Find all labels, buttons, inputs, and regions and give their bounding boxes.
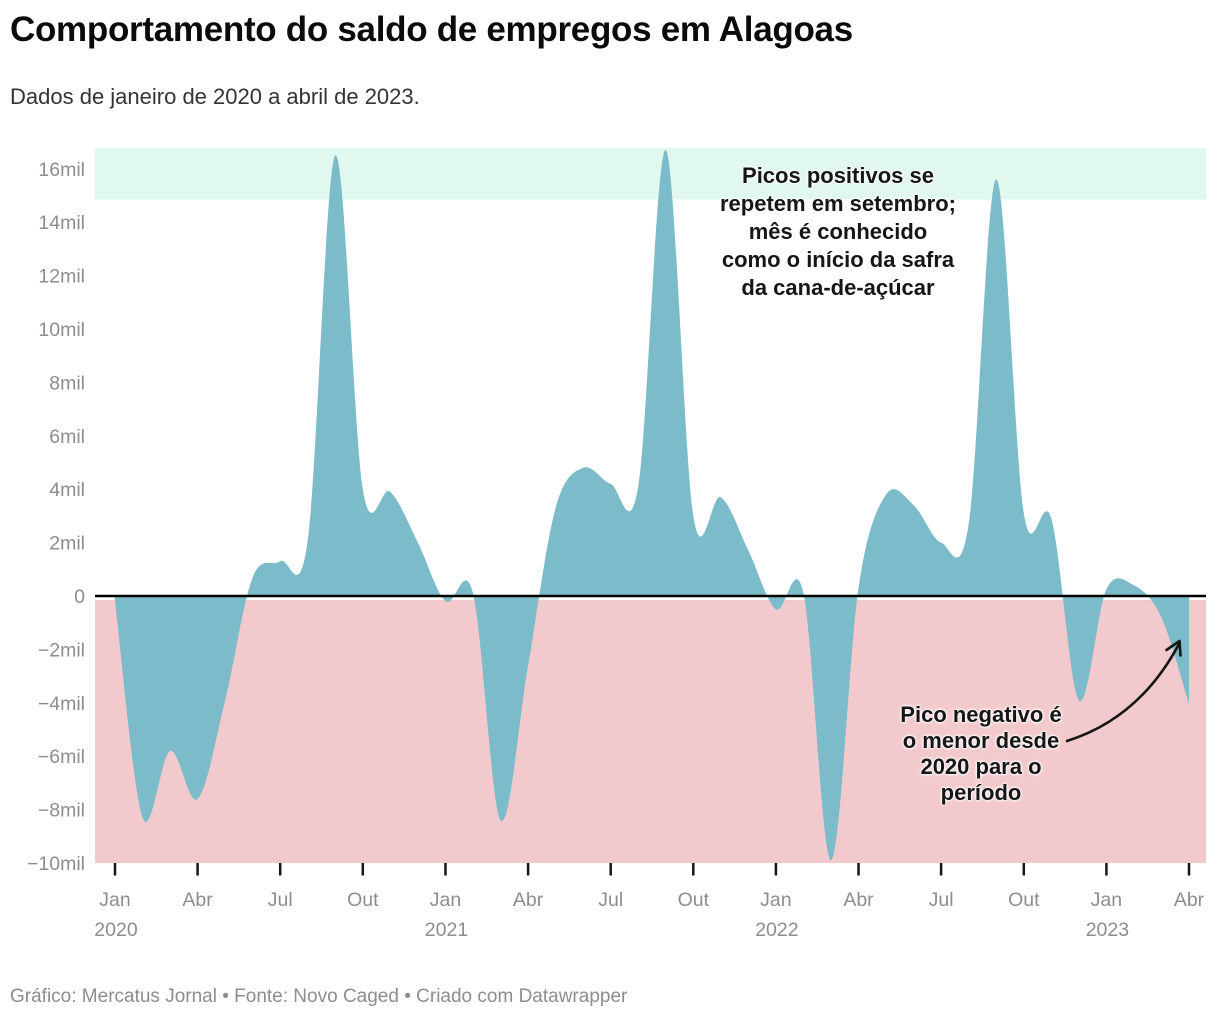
- highlight-bands: [95, 148, 1206, 863]
- annotation-negative-peak: Pico negativo é o menor desde 2020 para …: [900, 702, 1062, 805]
- x-tick-label-month: Jul: [598, 889, 623, 911]
- x-tick-label-month: Jan: [99, 889, 130, 911]
- chart-subtitle: Dados de janeiro de 2020 a abril de 2023…: [10, 84, 420, 109]
- x-tick-label-year: 2020: [94, 919, 138, 941]
- x-tick-label-month: Abr: [843, 889, 874, 911]
- chart-credit: Gráfico: Mercatus Jornal • Fonte: Novo C…: [10, 986, 628, 1007]
- faixa-saldo-negativo: [95, 600, 1206, 863]
- y-tick-label: 2mil: [49, 533, 85, 555]
- annotation-september-peaks: Picos positivos se repetem em setembro; …: [720, 163, 956, 300]
- annotation-arrow: [1065, 639, 1182, 743]
- x-tick-label-month: Abr: [1174, 889, 1205, 911]
- x-tick-label-year: 2022: [755, 919, 798, 941]
- x-axis-tick-marks: [113, 863, 1191, 876]
- y-tick-label: −6mil: [38, 746, 85, 768]
- y-tick-label: 4mil: [49, 479, 85, 501]
- arrowhead-icon: [1165, 639, 1182, 657]
- x-tick-label-month: Jan: [760, 889, 791, 911]
- employment-balance-area: [115, 150, 1189, 861]
- x-tick-label-month: Abr: [513, 889, 544, 911]
- y-tick-label: −2mil: [38, 639, 85, 661]
- x-tick-label-month: Jan: [430, 889, 461, 911]
- series-saldo-empregos: [115, 150, 1189, 861]
- y-tick-label: 8mil: [49, 372, 85, 394]
- x-tick-label-month: Out: [1008, 889, 1040, 911]
- y-tick-label: 12mil: [38, 266, 85, 288]
- x-tick-label-year: 2023: [1086, 919, 1129, 941]
- x-axis-labels: Jan 2020 Abr Jul Out Jan 2021 Abr Jul Out Jan 2022 A…: [94, 889, 1204, 941]
- y-tick-label: 14mil: [38, 212, 85, 234]
- x-tick-label-month: Jul: [929, 889, 954, 911]
- y-tick-label: 6mil: [49, 426, 85, 448]
- y-tick-label: 10mil: [38, 319, 85, 341]
- x-tick-label-month: Out: [678, 889, 710, 911]
- x-tick-label-month: Jan: [1091, 889, 1122, 911]
- x-tick-label-month: Jul: [268, 889, 293, 911]
- y-axis-labels: 16mil 14mil 12mil 10mil 8mil 6mil 4mil 2mil 0 −2m…: [27, 159, 85, 875]
- y-tick-label: −8mil: [38, 800, 85, 822]
- faixa-picos-positivos: [95, 148, 1206, 200]
- chart-title: Comportamento do saldo de empregos em Al…: [10, 10, 853, 49]
- y-tick-label: −4mil: [38, 693, 85, 715]
- y-tick-label: 0: [74, 586, 85, 608]
- y-tick-label: −10mil: [27, 853, 85, 875]
- x-tick-label-year: 2021: [425, 919, 468, 941]
- y-tick-label: 16mil: [38, 159, 85, 181]
- x-tick-label-month: Out: [347, 889, 379, 911]
- x-tick-label-month: Abr: [182, 889, 213, 911]
